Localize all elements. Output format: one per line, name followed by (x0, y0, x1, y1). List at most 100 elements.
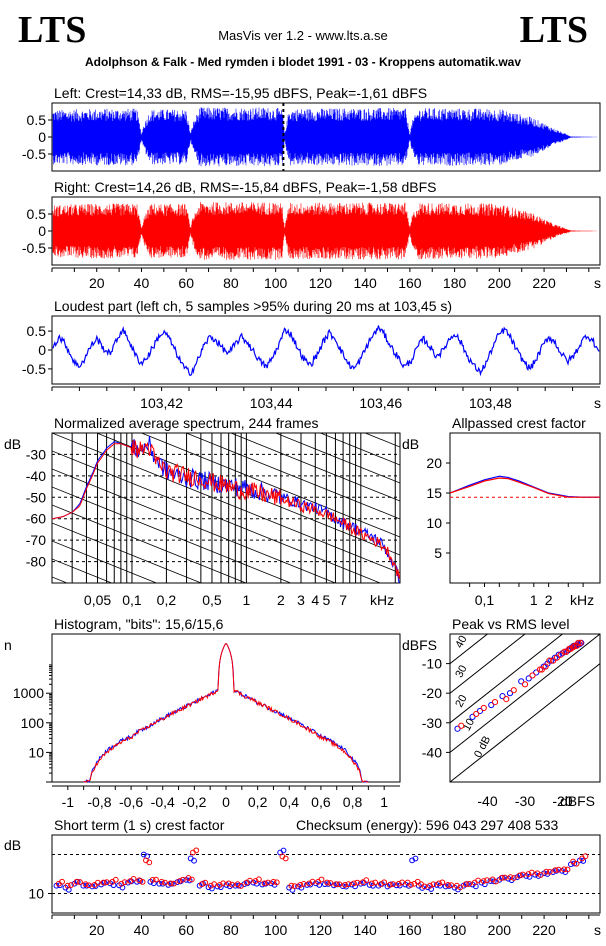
left-waveform-ytick-label: 0 (38, 129, 46, 145)
right-waveform-x-axis-label: 60 (178, 275, 194, 291)
peak-rms-point (521, 681, 529, 688)
spectrum-x-label: 7 (339, 592, 347, 608)
short-crest-point (381, 879, 388, 886)
spectrum-panel: Normalized average spectrum, 244 frames d… (4, 415, 401, 608)
peak-rms-diagonal-label: 10 (461, 717, 477, 733)
short-crest-x-label: 220 (532, 922, 556, 938)
histogram-x-label: 0,6 (311, 794, 331, 810)
short-crest-point (193, 847, 200, 854)
peak-rms-x-label: -20 (552, 793, 572, 809)
histogram-x-label: -0,6 (119, 794, 143, 810)
short-crest-point (475, 877, 481, 884)
short-crest-ytick-label: 10 (28, 886, 44, 902)
loudest-signal (52, 325, 600, 377)
short-crest-point (453, 882, 460, 889)
spectrum-x-label: 3 (297, 592, 305, 608)
short-crest-point (139, 878, 146, 885)
short-crest-point (324, 879, 331, 886)
short-crest-point (336, 881, 343, 888)
short-crest-point (216, 882, 223, 888)
peak-rms-ytick-label: -40 (422, 744, 442, 760)
short-crest-point (448, 882, 455, 889)
peak-rms-ytick-label: -10 (422, 656, 442, 672)
short-crest-point (528, 869, 535, 876)
spectrum-slope-line (52, 522, 203, 583)
spectrum-series-left (52, 435, 400, 583)
short-crest-point (390, 881, 397, 888)
short-crest-point (555, 866, 562, 873)
histogram-series-right (83, 643, 369, 783)
allpassed-ytick-label: 15 (426, 485, 442, 501)
spectrum-x-label: 0,05 (84, 592, 111, 608)
short-crest-point (561, 866, 568, 873)
peak-rms-point (488, 701, 495, 709)
short-crest-point (255, 876, 262, 883)
peak-rms-point (557, 651, 564, 658)
spectrum-x-label: 2 (277, 592, 285, 608)
peak-rms-point (533, 669, 540, 676)
short-crest-point (59, 878, 65, 885)
left-waveform-ytick-label: 0.5 (27, 112, 47, 128)
peak-rms-diagonal (450, 634, 489, 664)
short-crest-point (484, 877, 490, 884)
histogram-x-label: 0,4 (280, 794, 300, 810)
peak-rms-diagonals (450, 634, 600, 782)
peak-rms-diagonal (450, 634, 564, 724)
short-crest-point (185, 875, 192, 881)
spectrum-slope-line (140, 433, 400, 538)
spectrum-ytick-label: -30 (26, 446, 46, 462)
allpassed-title: Allpassed crest factor (452, 415, 586, 431)
spectrum-title: Normalized average spectrum, 244 frames (54, 415, 319, 431)
short-crest-point (247, 877, 253, 884)
peak-rms-point (476, 707, 484, 715)
short-crest-point (176, 878, 183, 884)
short-crest-point (510, 875, 517, 881)
right-waveform-ytick-label: 0 (38, 223, 46, 239)
peak-rms-diagonal (450, 634, 600, 753)
short-crest-x-label: 40 (134, 922, 150, 938)
short-crest-point (333, 881, 339, 888)
histogram-ytick-label: 10 (28, 744, 44, 760)
right-waveform-x-axis-label: 200 (488, 275, 512, 291)
right-waveform-x-axis-label: 180 (443, 275, 467, 291)
short-crest-point (493, 878, 499, 885)
short-crest-point (543, 868, 550, 875)
peak-rms-point (480, 704, 487, 712)
short-crest-point (316, 882, 323, 888)
short-crest-point (309, 878, 316, 885)
short-crest-x-label: 100 (264, 922, 288, 938)
peak-rms-point (525, 675, 532, 682)
lts-logo-right: LTS (519, 9, 588, 51)
short-crest-point (399, 879, 405, 886)
allpassed-series-right (449, 477, 600, 498)
short-crest-point (225, 880, 232, 887)
short-crest-point (130, 875, 137, 882)
short-crest-point (306, 880, 313, 887)
short-crest-point (436, 880, 442, 887)
short-crest-point (153, 876, 159, 883)
short-crest-point (502, 874, 508, 881)
histogram-ylabel: n (4, 637, 12, 653)
short-crest-point (297, 882, 304, 888)
short-crest-point (118, 880, 125, 887)
spectrum-frame (51, 432, 401, 584)
peak-rms-point (538, 666, 545, 673)
allpassed-ytick-label: 10 (426, 515, 442, 531)
loudest-x-label: 103,42 (140, 395, 183, 411)
allpassed-frame (449, 432, 601, 584)
spectrum-slope-line (229, 433, 400, 502)
allpassed-x-label: 0,1 (475, 592, 495, 608)
right-waveform-x-axis-label: 40 (134, 275, 150, 291)
short-crest-point (498, 875, 505, 881)
short-crest-point (211, 881, 218, 888)
short-crest-point (179, 876, 186, 883)
right-waveform-x-axis: 20 40 60 80 100 120 140 160 180 200 220 s (51, 267, 601, 291)
short-crest-point (354, 879, 361, 886)
peak-rms-point (573, 642, 580, 649)
spectrum-ytick-label: -80 (26, 554, 46, 570)
short-crest-point (516, 872, 523, 879)
short-crest-point (430, 881, 437, 888)
right-waveform-x-axis-label: 20 (89, 275, 105, 291)
right-waveform-ytick-label: -0.5 (22, 240, 46, 256)
short-crest-point (238, 883, 244, 889)
